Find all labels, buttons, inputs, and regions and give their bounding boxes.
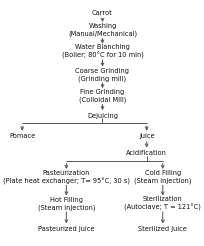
Text: Pasteurized Juice: Pasteurized Juice xyxy=(38,226,94,232)
Text: Pomace: Pomace xyxy=(9,133,35,139)
Text: Juice: Juice xyxy=(138,133,154,139)
Text: Washing
(Manual/Mechanical): Washing (Manual/Mechanical) xyxy=(68,23,136,37)
Text: Hot Filling
(Steam injection): Hot Filling (Steam injection) xyxy=(37,197,95,211)
Text: Sterilization
(Autoclave; T = 121°C): Sterilization (Autoclave; T = 121°C) xyxy=(124,196,200,211)
Text: Dejuicing: Dejuicing xyxy=(86,113,118,119)
Text: Carrot: Carrot xyxy=(92,10,112,16)
Text: Acidification: Acidification xyxy=(126,150,166,156)
Text: Sterilized Juice: Sterilized Juice xyxy=(138,226,186,232)
Text: Water Blanching
(Boiler; 80°C for 10 min): Water Blanching (Boiler; 80°C for 10 min… xyxy=(61,45,143,59)
Text: Cold Filling
(Steam injection): Cold Filling (Steam injection) xyxy=(133,170,191,184)
Text: Pasteurization
(Plate heat exchanger; T= 95°C, 30 s): Pasteurization (Plate heat exchanger; T=… xyxy=(3,170,129,185)
Text: Coarse Grinding
(Grinding mill): Coarse Grinding (Grinding mill) xyxy=(75,68,129,82)
Text: Fine Grinding
(Colloidal Mill): Fine Grinding (Colloidal Mill) xyxy=(78,90,126,104)
